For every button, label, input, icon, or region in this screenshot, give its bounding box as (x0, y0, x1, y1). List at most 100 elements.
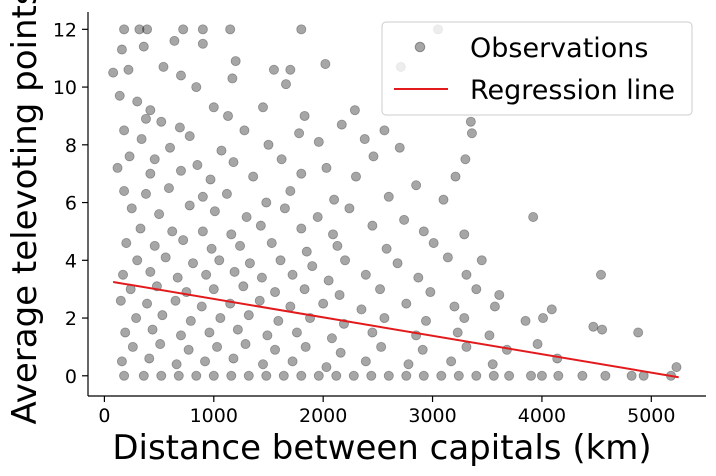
observation-point (465, 116, 476, 127)
observation-point (471, 370, 482, 381)
axes: 0 1000 2000 3000 4000 5000 0 2 4 6 8 10 12 (53, 12, 706, 427)
observation-point (244, 258, 255, 269)
observation-point (191, 82, 202, 93)
observation-point (239, 125, 250, 136)
observation-point (376, 341, 387, 352)
observation-point (418, 370, 429, 381)
observation-point (261, 197, 272, 208)
observation-point (270, 344, 281, 355)
y-tick-label: 12 (53, 19, 77, 41)
observation-point (368, 151, 379, 162)
observation-point (206, 243, 217, 254)
observation-point (348, 370, 359, 381)
observation-point (417, 344, 428, 355)
observation-point (135, 223, 146, 234)
observation-point (226, 370, 237, 381)
observation-point (169, 35, 180, 46)
observation-point (356, 304, 367, 315)
observation-point (278, 370, 289, 381)
observation-point (212, 341, 223, 352)
observation-point (335, 347, 346, 358)
legend-box (381, 21, 693, 116)
observation-point (134, 24, 145, 35)
y-axis-title: Average televoting points (5, 0, 45, 425)
observation-point (121, 237, 132, 248)
observation-point (553, 370, 564, 381)
observation-point (359, 134, 370, 145)
observation-point (285, 186, 296, 197)
x-tick-label: 1000 (190, 405, 238, 427)
observation-point (184, 200, 195, 211)
observation-point (254, 295, 265, 306)
observation-point (626, 370, 637, 381)
observation-point (123, 64, 134, 75)
observation-point (597, 324, 608, 335)
observation-point (471, 284, 482, 295)
observation-point (301, 246, 312, 257)
observation-point (340, 255, 351, 266)
observation-point (331, 370, 342, 381)
observation-point (230, 56, 241, 67)
observation-point (520, 315, 531, 326)
y-tick-label: 2 (65, 308, 77, 330)
observation-point (140, 113, 151, 124)
observation-point (197, 24, 208, 35)
x-tick-label: 2000 (299, 405, 347, 427)
observation-point (167, 226, 178, 237)
observation-point (438, 194, 449, 205)
observation-point (487, 359, 498, 370)
legend-marker-observations (414, 41, 426, 53)
observation-point (379, 125, 390, 136)
regression-line (112, 280, 679, 379)
observation-point (413, 272, 424, 283)
observation-point (132, 255, 143, 266)
observation-point (205, 174, 216, 185)
observation-point (215, 313, 226, 324)
observation-point (383, 370, 394, 381)
observation-point (208, 284, 219, 295)
observation-point (119, 125, 130, 136)
observation-point (588, 321, 599, 332)
observation-point (504, 370, 515, 381)
observation-point (145, 105, 156, 116)
observation-point (223, 110, 234, 121)
observation-point (171, 359, 182, 370)
observation-point (446, 356, 457, 367)
observation-point (266, 237, 277, 248)
observation-point (399, 214, 410, 225)
observation-point (577, 370, 588, 381)
observation-point (149, 154, 160, 165)
observation-point (285, 301, 296, 312)
observation-point (411, 180, 422, 191)
observation-point (228, 353, 239, 364)
observation-point (528, 211, 539, 222)
observation-point (256, 272, 267, 283)
observation-point (140, 188, 151, 199)
observation-point (172, 272, 183, 283)
observation-point (489, 301, 500, 312)
observation-point (403, 359, 414, 370)
observation-point (320, 58, 331, 69)
observation-point (488, 370, 499, 381)
observation-point (156, 116, 167, 127)
observation-point (154, 209, 165, 220)
observation-point (326, 333, 337, 344)
observation-point (270, 287, 281, 298)
observation-point (296, 24, 307, 35)
observation-point (538, 313, 549, 324)
observation-point (238, 281, 249, 292)
observation-point (332, 240, 343, 251)
observation-point (221, 188, 232, 199)
observation-point (208, 102, 219, 113)
observation-point (258, 359, 269, 370)
observation-point (375, 284, 386, 295)
observation-point (255, 220, 266, 231)
observation-point (318, 298, 329, 309)
observation-point (296, 168, 307, 179)
observation-point (132, 96, 143, 107)
observation-point (321, 362, 332, 373)
observation-point (279, 203, 290, 214)
observation-point (120, 327, 131, 338)
observation-point (124, 151, 135, 162)
